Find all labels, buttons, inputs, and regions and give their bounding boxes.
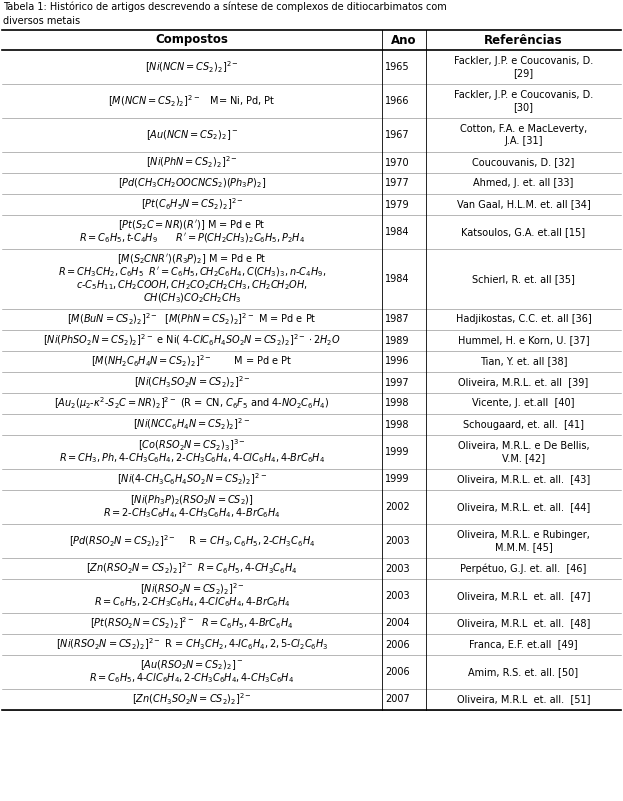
Text: Hadjikostas, C.C. et. all [36]: Hadjikostas, C.C. et. all [36] (455, 315, 591, 324)
Text: 2007: 2007 (385, 694, 410, 705)
Text: Vicente, J. et.all  [40]: Vicente, J. et.all [40] (472, 399, 575, 409)
Text: 1984: 1984 (385, 274, 409, 284)
Text: 1977: 1977 (385, 179, 410, 188)
Text: 1966: 1966 (385, 96, 409, 106)
Text: $[Ni(NCC_6H_4N{=}CS_2)_2]^{2-}$: $[Ni(NCC_6H_4N{=}CS_2)_2]^{2-}$ (133, 417, 250, 433)
Text: Van Gaal, H.L.M. et. all [34]: Van Gaal, H.L.M. et. all [34] (457, 199, 591, 210)
Text: Franca, E.F. et.all  [49]: Franca, E.F. et.all [49] (469, 639, 578, 650)
Text: $CH(CH_3)CO_2CH_2CH_3$: $CH(CH_3)CO_2CH_2CH_3$ (143, 292, 241, 305)
Text: Oliveira, M.R.L. e Rubinger,: Oliveira, M.R.L. e Rubinger, (457, 529, 590, 540)
Text: $[Zn(RSO_2N{=}CS_2)_2]^{2-}$ $R= C_6H_5, 4\text{-}CH_3C_6H_4$: $[Zn(RSO_2N{=}CS_2)_2]^{2-}$ $R= C_6H_5,… (86, 561, 298, 576)
Text: 1998: 1998 (385, 420, 409, 429)
Text: Oliveira, M.R.L. e De Bellis,: Oliveira, M.R.L. e De Bellis, (458, 441, 589, 450)
Text: $[Au_2(\mu_2\text{-}\kappa^2\text{-}S_2C{=}NR)_2]^{2-}$ (R = CN, $C_6F_5$ and $4: $[Au_2(\mu_2\text{-}\kappa^2\text{-}S_2C… (54, 396, 330, 412)
Text: $[M(NH_2C_6H_4N{=}CS_2)_2]^{2-}$       M = Pd e Pt: $[M(NH_2C_6H_4N{=}CS_2)_2]^{2-}$ M = Pd … (92, 354, 293, 369)
Text: $[Ni(PhN{=}CS_2)_2]^{2-}$: $[Ni(PhN{=}CS_2)_2]^{2-}$ (146, 155, 238, 171)
Text: 1996: 1996 (385, 356, 409, 367)
Text: Oliveira, M.R.L  et. all.  [47]: Oliveira, M.R.L et. all. [47] (457, 591, 590, 601)
Text: Katsoulos, G.A. et.all [15]: Katsoulos, G.A. et.all [15] (462, 227, 586, 237)
Text: Tabela 1: Histórico de artigos descrevendo a síntese de complexos de ditiocarbim: Tabela 1: Histórico de artigos descreven… (3, 2, 447, 26)
Text: $[M(BuN{=}CS_2)_2]^{2-}$  $[M(PhN{=}CS_2)_2]^{2-}$ M = Pd e Pt: $[M(BuN{=}CS_2)_2]^{2-}$ $[M(PhN{=}CS_2)… (67, 312, 316, 328)
Text: $[Pt(S_2C{=}NR)(R')]$ M = Pd e Pt: $[Pt(S_2C{=}NR)(R')]$ M = Pd e Pt (118, 219, 266, 232)
Text: [30]: [30] (513, 103, 533, 112)
Text: Oliveira, M.R.L. et. all.  [43]: Oliveira, M.R.L. et. all. [43] (457, 474, 590, 485)
Text: $[Pd(RSO_2N{=}CS_2)_2]^{2-}$    R = $CH_3, C_6H_5, 2\text{-}CH_3C_6H_4$: $[Pd(RSO_2N{=}CS_2)_2]^{2-}$ R = $CH_3, … (69, 533, 315, 549)
Text: $R = C_6H_5, 2\text{-}CH_3C_6H_4, 4\text{-}ClC_6H_4, 4\text{-}BrC_6H_4$: $R = C_6H_5, 2\text{-}CH_3C_6H_4, 4\text… (93, 596, 290, 610)
Text: $[Ni(4\text{-}CH_3C_6H_4SO_2N{=}CS_2)_2]^{2-}$: $[Ni(4\text{-}CH_3C_6H_4SO_2N{=}CS_2)_2]… (117, 472, 267, 487)
Text: $[Au(NCN{=}CS_2)_2]^-$: $[Au(NCN{=}CS_2)_2]^-$ (146, 128, 238, 142)
Text: $[Ni(RSO_2N{=}CS_2)_2]^{2-}$: $[Ni(RSO_2N{=}CS_2)_2]^{2-}$ (140, 582, 244, 598)
Text: $[Ni(NCN{=}CS_2)_2]^{2-}$: $[Ni(NCN{=}CS_2)_2]^{2-}$ (145, 59, 239, 74)
Text: 2002: 2002 (385, 502, 410, 512)
Text: Schougaard, et. all.  [41]: Schougaard, et. all. [41] (463, 420, 584, 429)
Text: 1998: 1998 (385, 399, 409, 409)
Text: $R = CH_3, Ph, 4\text{-}CH_3C_6H_4, 2\text{-}CH_3C_6H_4, 4\text{-}ClC_6H_4, 4\te: $R = CH_3, Ph, 4\text{-}CH_3C_6H_4, 2\te… (59, 452, 325, 465)
Text: $[Ni(RSO_2N{=}CS_2)_2]^{2-}$ R = $CH_3CH_2, 4\text{-}IC_6H_4, 2,5\text{-}Cl_2C_6: $[Ni(RSO_2N{=}CS_2)_2]^{2-}$ R = $CH_3CH… (55, 637, 328, 652)
Text: Oliveira, M.R.L  et. all.  [48]: Oliveira, M.R.L et. all. [48] (457, 618, 590, 629)
Text: 1965: 1965 (385, 62, 410, 72)
Text: $R = 2\text{-}CH_3C_6H_4, 4\text{-}CH_3C_6H_4, 4\text{-}BrC_6H_4$: $R = 2\text{-}CH_3C_6H_4, 4\text{-}CH_3C… (103, 506, 281, 521)
Text: Ano: Ano (391, 34, 417, 46)
Text: Compostos: Compostos (156, 34, 229, 46)
Text: $[Ni(PhSO_2N{=}CS_2)_2]^{2-}$ e Ni( $4\text{-}ClC_6H_4SO_2N{=}CS_2)_2]^{2-}\cdot: $[Ni(PhSO_2N{=}CS_2)_2]^{2-}$ e Ni( $4\t… (43, 332, 341, 348)
Text: 2003: 2003 (385, 591, 410, 601)
Text: V.M. [42]: V.M. [42] (502, 453, 545, 464)
Text: $[Au(RSO_2N{=}CS_2)_2]^-$: $[Au(RSO_2N{=}CS_2)_2]^-$ (140, 658, 244, 672)
Text: $[Pt(RSO_2N{=}CS_2)_2]^{2-}$  $R= C_6H_5, 4\text{-}BrC_6H_4$: $[Pt(RSO_2N{=}CS_2)_2]^{2-}$ $R= C_6H_5,… (90, 616, 294, 631)
Text: Referências: Referências (484, 34, 563, 46)
Text: Coucouvanis, D. [32]: Coucouvanis, D. [32] (472, 158, 574, 167)
Text: 1967: 1967 (385, 130, 410, 140)
Text: $R= CH_3CH_2, C_6H_5$  $R'= C_6H_5, CH_2C_6H_4, C(CH_3)_3, n\text{-}C_4H_9,$: $R= CH_3CH_2, C_6H_5$ $R'= C_6H_5, CH_2C… (58, 266, 326, 280)
Text: $[Pd(CH_3CH_2OOCNCS_2)(Ph_3P)_2]$: $[Pd(CH_3CH_2OOCNCS_2)(Ph_3P)_2]$ (118, 176, 266, 191)
Text: Cotton, F.A. e MacLeverty,: Cotton, F.A. e MacLeverty, (460, 123, 587, 134)
Text: 2003: 2003 (385, 536, 410, 546)
Text: $[M(S_2CNR')(R_3P)_2]$ M = Pd e Pt: $[M(S_2CNR')(R_3P)_2]$ M = Pd e Pt (117, 252, 267, 267)
Text: 1970: 1970 (385, 158, 410, 167)
Text: 2006: 2006 (385, 667, 410, 677)
Text: Ahmed, J. et. all [33]: Ahmed, J. et. all [33] (473, 179, 574, 188)
Text: 1984: 1984 (385, 227, 409, 237)
Text: Oliveira, M.R.L. et. all  [39]: Oliveira, M.R.L. et. all [39] (459, 377, 589, 388)
Text: 1987: 1987 (385, 315, 410, 324)
Text: $[Ni(Ph_3P)_2(RSO_2N{=}CS_2)]$: $[Ni(Ph_3P)_2(RSO_2N{=}CS_2)]$ (130, 493, 254, 507)
Text: M.M.M. [45]: M.M.M. [45] (495, 542, 553, 553)
Text: [29]: [29] (513, 69, 533, 78)
Text: Oliveira, M.R.L. et. all.  [44]: Oliveira, M.R.L. et. all. [44] (457, 502, 590, 512)
Text: 2006: 2006 (385, 639, 410, 650)
Text: $[Zn(CH_3SO_2N{=}CS_2)_2]^{2-}$: $[Zn(CH_3SO_2N{=}CS_2)_2]^{2-}$ (132, 692, 252, 707)
Text: Hummel, H. e Korn, U. [37]: Hummel, H. e Korn, U. [37] (458, 336, 589, 345)
Text: 1997: 1997 (385, 377, 410, 388)
Text: 1999: 1999 (385, 474, 409, 485)
Text: Oliveira, M.R.L  et. all.  [51]: Oliveira, M.R.L et. all. [51] (457, 694, 590, 705)
Text: $[Co(RSO_2N{=}CS_2)_3]^{3-}$: $[Co(RSO_2N{=}CS_2)_3]^{3-}$ (138, 437, 246, 453)
Text: Fackler, J.P. e Coucovanis, D.: Fackler, J.P. e Coucovanis, D. (454, 90, 593, 99)
Text: $[M(NCN{=}CS_2)_2]^{2-}$   M= Ni, Pd, Pt: $[M(NCN{=}CS_2)_2]^{2-}$ M= Ni, Pd, Pt (108, 93, 276, 109)
Text: Perpétuo, G.J. et. all.  [46]: Perpétuo, G.J. et. all. [46] (460, 563, 587, 574)
Text: Amim, R.S. et. all. [50]: Amim, R.S. et. all. [50] (468, 667, 579, 677)
Text: J.A. [31]: J.A. [31] (504, 136, 543, 147)
Text: $[Pt(C_6H_5N{=}CS_2)_2]^{2-}$: $[Pt(C_6H_5N{=}CS_2)_2]^{2-}$ (141, 197, 244, 212)
Text: 1989: 1989 (385, 336, 409, 345)
Text: 1999: 1999 (385, 447, 409, 457)
Text: 2003: 2003 (385, 563, 410, 574)
Text: $[Ni(CH_3SO_2N{=}CS_2)_2]^{2-}$: $[Ni(CH_3SO_2N{=}CS_2)_2]^{2-}$ (133, 375, 250, 390)
Text: 1979: 1979 (385, 199, 410, 210)
Text: 2004: 2004 (385, 618, 410, 629)
Text: Tian, Y. et. all [38]: Tian, Y. et. all [38] (480, 356, 568, 367)
Text: $R = C_6H_5, 4\text{-}ClC_6H_4, 2\text{-}CH_3C_6H_4, 4\text{-}CH_3C_6H_4$: $R = C_6H_5, 4\text{-}ClC_6H_4, 2\text{-… (90, 671, 295, 686)
Text: Schierl, R. et. all [35]: Schierl, R. et. all [35] (472, 274, 575, 284)
Text: $R= C_6H_5, t\text{-}C_4H_9$      $R'= P(CH_2CH_3)_2C_6H_5, P_2H_4$: $R= C_6H_5, t\text{-}C_4H_9$ $R'= P(CH_2… (79, 231, 305, 245)
Text: $c\text{-}C_5H_{11}, CH_2COOH, CH_2CO_2CH_2CH_3, CH_2CH_2OH,$: $c\text{-}C_5H_{11}, CH_2COOH, CH_2CO_2C… (76, 279, 308, 292)
Text: Fackler, J.P. e Coucovanis, D.: Fackler, J.P. e Coucovanis, D. (454, 55, 593, 66)
